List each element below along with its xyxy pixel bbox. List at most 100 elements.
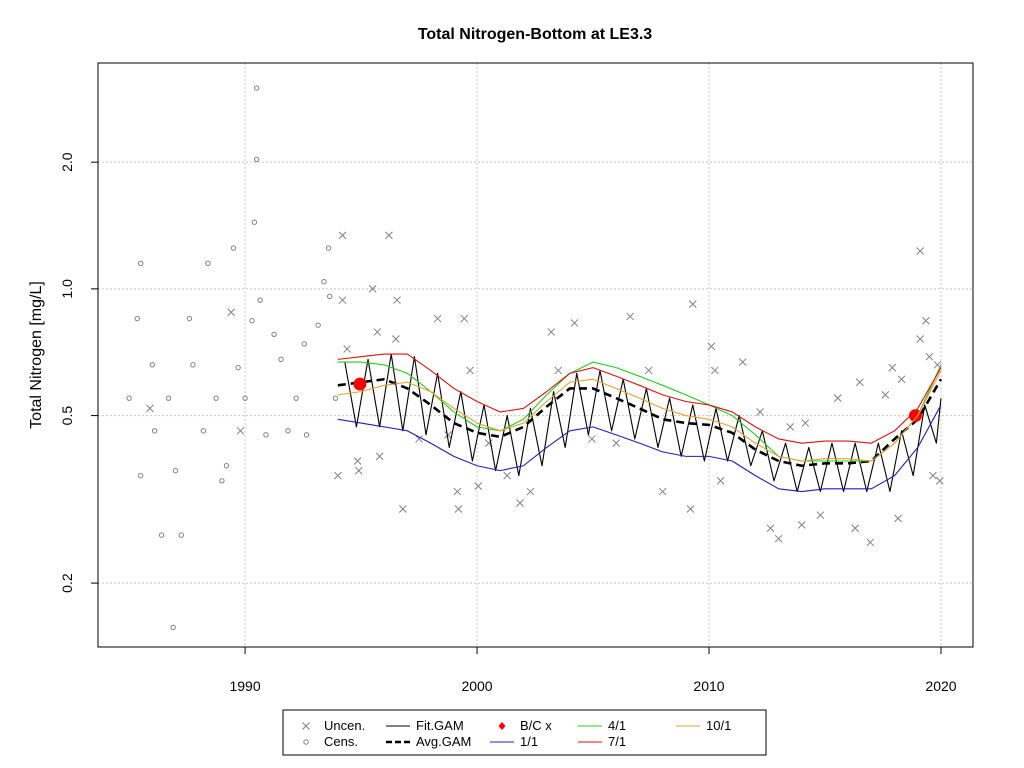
legend-symbol	[498, 722, 506, 730]
point	[801, 419, 810, 427]
point	[460, 314, 469, 323]
point	[303, 432, 310, 438]
y-tick-label: 2.0	[59, 152, 75, 172]
point	[375, 452, 384, 461]
point	[137, 472, 144, 479]
point	[293, 395, 299, 401]
point	[257, 297, 263, 303]
series-line	[337, 404, 942, 493]
point	[881, 391, 890, 399]
point	[833, 394, 842, 403]
point	[707, 342, 716, 351]
point	[398, 505, 407, 513]
point	[251, 219, 258, 225]
legend-label: Avg.GAM	[416, 734, 471, 749]
point	[343, 345, 351, 353]
point	[165, 395, 172, 401]
point	[285, 428, 291, 434]
point	[433, 314, 442, 323]
point	[415, 435, 423, 443]
point	[373, 328, 382, 336]
y-tick-label: 0.5	[59, 406, 75, 426]
point	[797, 521, 806, 529]
point	[526, 487, 535, 496]
point	[888, 363, 897, 372]
legend-label: Uncen.	[324, 718, 365, 733]
point	[786, 423, 795, 431]
series-line	[337, 370, 942, 462]
x-tick-label: 2000	[461, 678, 492, 694]
grid	[98, 63, 973, 647]
point	[235, 364, 241, 371]
point	[444, 430, 452, 439]
point	[146, 404, 154, 413]
point	[253, 156, 260, 163]
x-tick-label: 1990	[229, 678, 260, 694]
point	[851, 524, 860, 533]
point	[253, 85, 260, 91]
point	[353, 377, 367, 391]
point	[332, 395, 339, 401]
point	[644, 366, 653, 375]
point	[626, 312, 634, 321]
point	[774, 534, 783, 543]
point	[278, 356, 284, 363]
point	[816, 511, 825, 520]
point	[301, 341, 307, 347]
point	[385, 231, 393, 240]
legend-label: 10/1	[706, 718, 731, 733]
point	[391, 335, 400, 343]
point	[453, 487, 462, 496]
y-axis-label: Total Nitrogen [mg/L]	[28, 281, 45, 429]
point	[686, 505, 695, 513]
point	[178, 532, 184, 538]
point	[149, 362, 155, 368]
series-line	[337, 353, 942, 444]
point	[263, 432, 269, 438]
legend-box	[282, 709, 767, 756]
point	[935, 476, 944, 485]
point	[227, 308, 236, 317]
point	[766, 524, 775, 533]
point	[570, 319, 579, 327]
point	[236, 426, 245, 435]
legend-label: 7/1	[608, 734, 626, 749]
point	[190, 362, 196, 368]
point	[393, 296, 401, 305]
point	[897, 375, 906, 384]
point	[327, 293, 333, 300]
point	[325, 245, 332, 251]
point	[756, 408, 764, 416]
point	[354, 466, 363, 475]
point	[368, 285, 377, 293]
legend-label: B/C x	[520, 718, 552, 733]
point	[716, 476, 725, 485]
point	[223, 463, 230, 469]
x-tick-label: 2010	[693, 678, 724, 694]
y-tick-label: 1.0	[59, 279, 75, 299]
legend-symbol	[302, 722, 310, 730]
point	[151, 428, 158, 434]
point	[894, 514, 902, 523]
axes: 1990 2000 2010 2020 0.2 0.5 1.0 2.0	[59, 152, 957, 694]
point	[658, 487, 667, 496]
point	[554, 366, 563, 375]
x-tick-label: 2020	[925, 678, 956, 694]
point	[334, 471, 342, 480]
point	[503, 471, 512, 480]
point	[321, 278, 327, 285]
point	[922, 316, 930, 325]
legend-symbol	[303, 739, 309, 745]
point	[454, 505, 463, 513]
point	[249, 318, 255, 324]
point	[929, 471, 937, 480]
point	[230, 245, 237, 251]
point	[126, 395, 132, 401]
y-tick-label: 0.2	[59, 573, 75, 593]
point	[353, 457, 362, 465]
point	[916, 247, 924, 255]
point	[315, 322, 321, 328]
